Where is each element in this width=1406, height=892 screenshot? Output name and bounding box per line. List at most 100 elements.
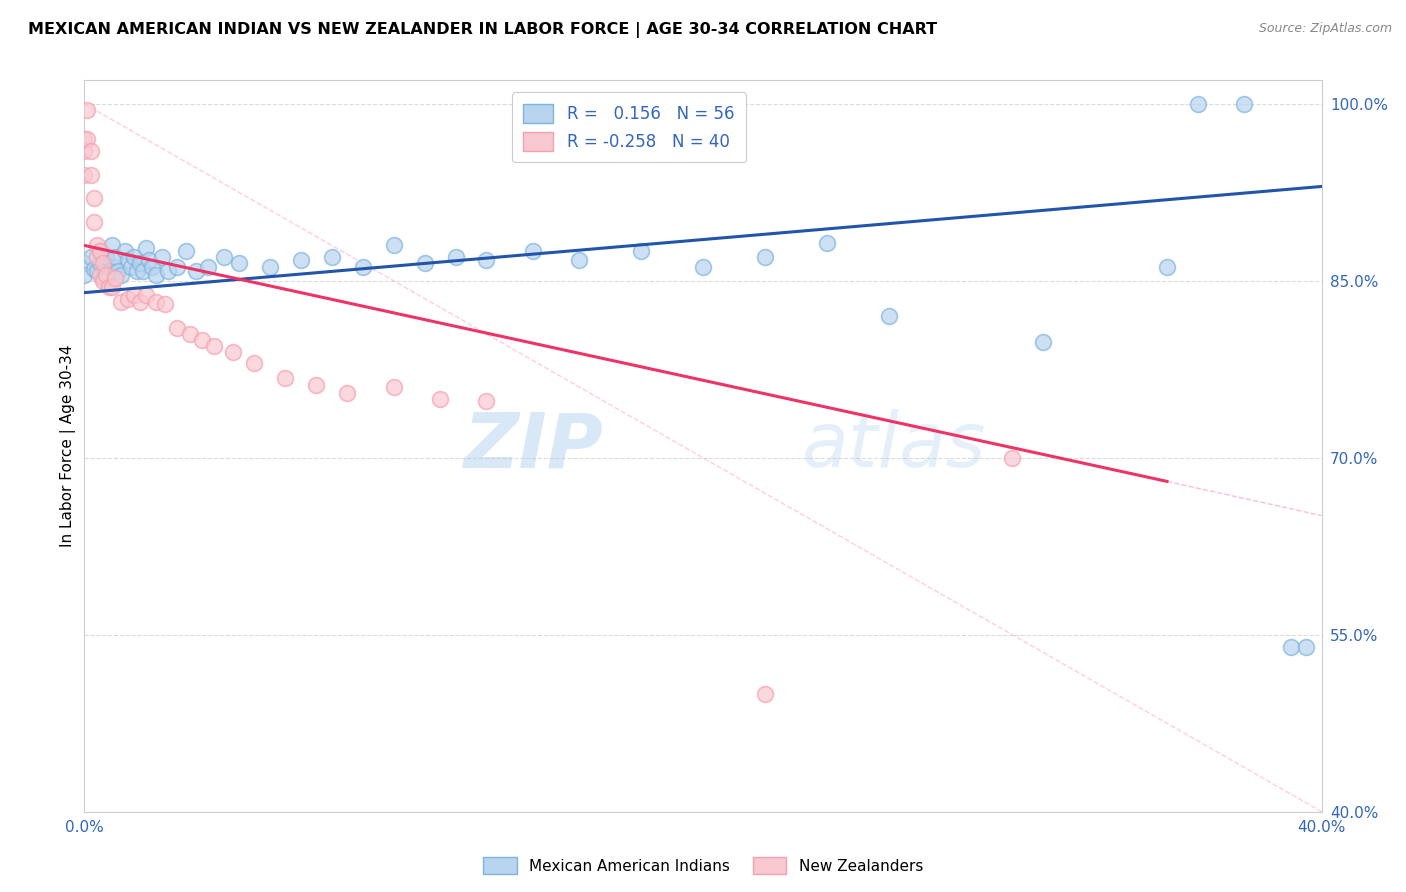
- Point: [321, 250, 343, 264]
- Point: [129, 256, 152, 270]
- Point: [1187, 96, 1209, 111]
- Point: [122, 250, 145, 264]
- Point: [176, 244, 198, 259]
- Point: [91, 271, 114, 285]
- Point: [107, 264, 129, 278]
- Point: [692, 260, 714, 274]
- Point: [120, 260, 142, 274]
- Point: [156, 264, 179, 278]
- Point: [382, 380, 405, 394]
- Point: [522, 244, 544, 259]
- Text: ZIP: ZIP: [464, 409, 605, 483]
- Point: [76, 132, 98, 146]
- Point: [135, 288, 157, 302]
- Point: [191, 333, 214, 347]
- Point: [79, 144, 101, 158]
- Point: [222, 344, 245, 359]
- Point: [91, 274, 114, 288]
- Point: [89, 268, 111, 282]
- Point: [1295, 640, 1317, 654]
- Point: [754, 687, 776, 701]
- Point: [86, 250, 108, 264]
- Point: [83, 191, 105, 205]
- Point: [352, 260, 374, 274]
- Point: [444, 250, 467, 264]
- Point: [166, 321, 188, 335]
- Point: [83, 262, 105, 277]
- Point: [429, 392, 451, 406]
- Text: atlas: atlas: [801, 409, 987, 483]
- Point: [86, 238, 108, 252]
- Point: [86, 264, 108, 278]
- Point: [73, 144, 96, 158]
- Point: [145, 268, 167, 282]
- Point: [94, 250, 117, 264]
- Point: [73, 168, 96, 182]
- Point: [197, 260, 219, 274]
- Point: [274, 370, 297, 384]
- Point: [290, 252, 312, 267]
- Point: [98, 279, 121, 293]
- Point: [73, 268, 96, 282]
- Point: [122, 288, 145, 302]
- Point: [630, 244, 652, 259]
- Point: [135, 241, 157, 255]
- Point: [1001, 450, 1024, 465]
- Point: [89, 244, 111, 259]
- Point: [104, 260, 127, 274]
- Point: [228, 256, 250, 270]
- Point: [1156, 260, 1178, 274]
- Text: MEXICAN AMERICAN INDIAN VS NEW ZEALANDER IN LABOR FORCE | AGE 30-34 CORRELATION : MEXICAN AMERICAN INDIAN VS NEW ZEALANDER…: [28, 22, 938, 38]
- Point: [104, 250, 127, 264]
- Point: [101, 279, 124, 293]
- Point: [212, 250, 235, 264]
- Point: [79, 168, 101, 182]
- Legend: Mexican American Indians, New Zealanders: Mexican American Indians, New Zealanders: [477, 851, 929, 880]
- Point: [413, 256, 436, 270]
- Point: [138, 252, 160, 267]
- Point: [141, 260, 163, 274]
- Point: [179, 326, 201, 341]
- Point: [94, 260, 117, 274]
- Point: [132, 264, 155, 278]
- Point: [89, 256, 111, 270]
- Point: [184, 264, 207, 278]
- Text: Source: ZipAtlas.com: Source: ZipAtlas.com: [1258, 22, 1392, 36]
- Point: [877, 310, 900, 324]
- Point: [117, 292, 139, 306]
- Point: [110, 268, 132, 282]
- Point: [125, 264, 148, 278]
- Point: [110, 295, 132, 310]
- Point: [475, 394, 498, 409]
- Point: [754, 250, 776, 264]
- Point: [336, 385, 359, 400]
- Point: [1032, 335, 1054, 350]
- Point: [259, 260, 281, 274]
- Point: [114, 244, 136, 259]
- Point: [475, 252, 498, 267]
- Point: [94, 268, 117, 282]
- Legend: R =   0.156   N = 56, R = -0.258   N = 40: R = 0.156 N = 56, R = -0.258 N = 40: [512, 92, 745, 162]
- Point: [1233, 96, 1256, 111]
- Point: [79, 250, 101, 264]
- Point: [145, 295, 167, 310]
- Point: [89, 244, 111, 259]
- Point: [104, 271, 127, 285]
- Point: [98, 264, 121, 278]
- Point: [815, 236, 838, 251]
- Point: [150, 250, 173, 264]
- Point: [568, 252, 591, 267]
- Point: [91, 256, 114, 270]
- Point: [73, 256, 96, 270]
- Point: [76, 103, 98, 117]
- Point: [1279, 640, 1302, 654]
- Point: [117, 252, 139, 267]
- Point: [129, 295, 152, 310]
- Point: [101, 238, 124, 252]
- Point: [382, 238, 405, 252]
- Point: [166, 260, 188, 274]
- Point: [202, 339, 225, 353]
- Point: [73, 132, 96, 146]
- Point: [243, 356, 266, 370]
- Point: [83, 215, 105, 229]
